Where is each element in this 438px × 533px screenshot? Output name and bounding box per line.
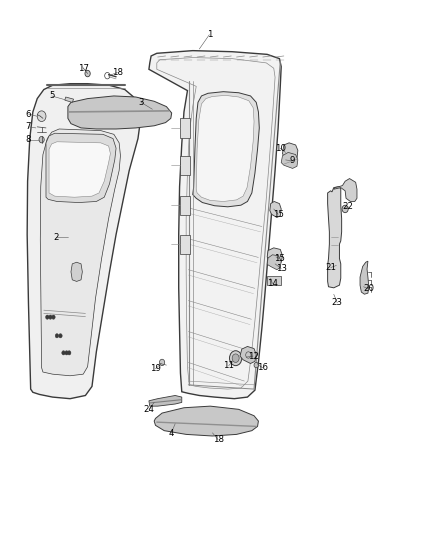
Text: 19: 19 [150, 365, 161, 373]
Text: 17: 17 [78, 64, 89, 72]
Circle shape [67, 351, 71, 355]
Text: 15: 15 [272, 210, 284, 219]
Circle shape [39, 136, 44, 143]
Text: 24: 24 [143, 405, 155, 414]
Polygon shape [46, 133, 116, 203]
Bar [180, 118, 190, 138]
Text: 14: 14 [267, 279, 278, 288]
Text: 23: 23 [332, 298, 343, 307]
Polygon shape [149, 51, 281, 399]
Circle shape [230, 351, 242, 366]
Circle shape [59, 334, 62, 338]
Polygon shape [196, 95, 254, 201]
Circle shape [342, 205, 348, 213]
Polygon shape [149, 395, 182, 406]
Polygon shape [360, 261, 369, 294]
Polygon shape [68, 96, 172, 129]
Text: 4: 4 [168, 430, 173, 438]
Circle shape [62, 351, 65, 355]
Polygon shape [267, 255, 281, 270]
Text: 18: 18 [212, 435, 224, 444]
Text: 2: 2 [53, 233, 59, 241]
Circle shape [254, 362, 258, 368]
Text: 18: 18 [112, 68, 123, 77]
Circle shape [85, 70, 90, 77]
Text: 6: 6 [26, 110, 31, 118]
Bar [180, 235, 190, 254]
Polygon shape [281, 152, 298, 168]
Polygon shape [267, 248, 283, 264]
Text: 16: 16 [257, 364, 268, 372]
Bar [267, 276, 281, 285]
Bar [180, 156, 190, 175]
Text: 11: 11 [223, 361, 234, 370]
Circle shape [232, 354, 239, 362]
Text: 12: 12 [247, 352, 259, 360]
Text: 7: 7 [26, 123, 31, 131]
Text: 20: 20 [363, 285, 374, 293]
Circle shape [52, 315, 55, 319]
Circle shape [46, 315, 49, 319]
Text: 8: 8 [26, 135, 31, 144]
Polygon shape [193, 92, 259, 207]
Text: 21: 21 [325, 263, 336, 272]
Polygon shape [65, 97, 74, 102]
Circle shape [49, 315, 52, 319]
Circle shape [37, 111, 46, 122]
Text: 1: 1 [207, 30, 212, 39]
Circle shape [159, 359, 165, 366]
Polygon shape [283, 143, 298, 161]
Polygon shape [27, 84, 140, 399]
Text: 13: 13 [276, 264, 287, 273]
Polygon shape [71, 262, 82, 281]
Text: 22: 22 [343, 203, 354, 211]
Text: 9: 9 [290, 157, 295, 165]
Polygon shape [154, 406, 258, 436]
Polygon shape [40, 129, 120, 376]
Polygon shape [240, 346, 256, 364]
Text: 10: 10 [275, 144, 286, 152]
Text: 15: 15 [274, 254, 285, 263]
Polygon shape [334, 179, 357, 201]
Polygon shape [270, 201, 281, 217]
Bar [180, 196, 190, 215]
Circle shape [65, 351, 68, 355]
Text: 5: 5 [49, 92, 54, 100]
Polygon shape [49, 142, 110, 197]
Polygon shape [328, 187, 342, 288]
Circle shape [55, 334, 59, 338]
Text: 3: 3 [138, 98, 144, 107]
